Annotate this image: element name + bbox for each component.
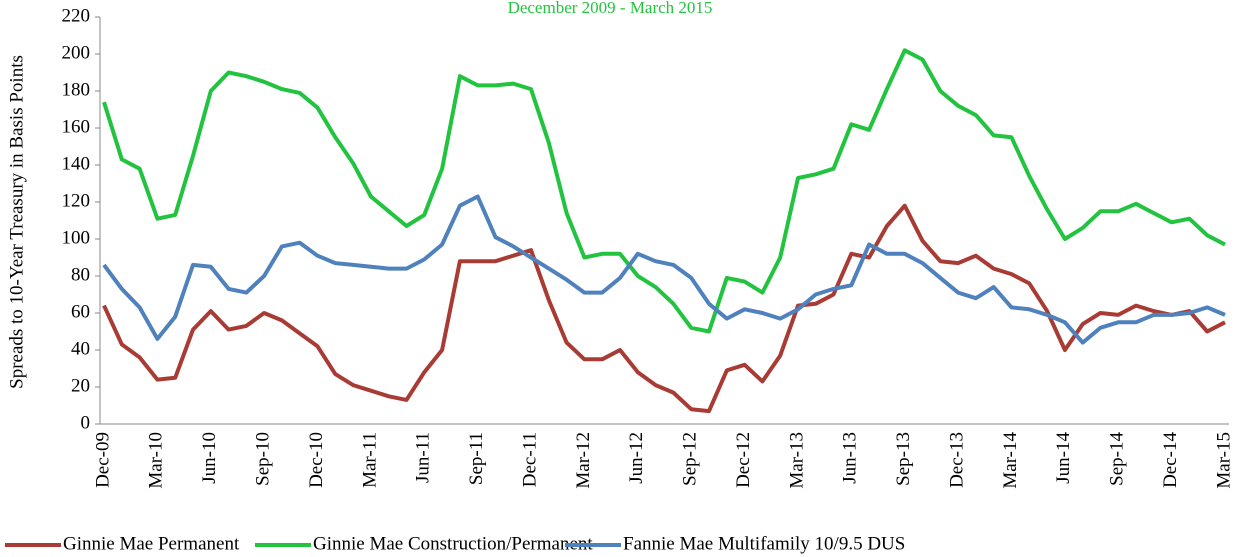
x-tick-label: Jun-11 [413, 432, 434, 483]
chart-title: December 2009 - March 2015 [508, 0, 713, 17]
y-tick-label: 180 [62, 79, 91, 100]
series-line [102, 194, 1226, 345]
legend-label: Ginnie Mae Permanent [63, 533, 240, 554]
y-tick-label: 80 [71, 264, 90, 285]
y-tick-label: 60 [71, 301, 90, 322]
x-tick-label: Sep-13 [893, 432, 914, 486]
y-tick-label: 100 [62, 227, 91, 248]
y-tick-label: 20 [71, 375, 90, 396]
x-tick-label: Dec-10 [306, 432, 327, 488]
legend-label: Fannie Mae Multifamily 10/9.5 DUS [623, 533, 905, 554]
y-tick-label: 160 [62, 116, 91, 137]
x-tick-label: Mar-10 [146, 432, 167, 489]
x-tick-label: Jun-14 [1053, 432, 1074, 484]
x-tick-label: Dec-11 [519, 432, 540, 487]
legend-label: Ginnie Mae Construction/Permanent [313, 533, 593, 554]
x-tick-label: Mar-13 [786, 432, 807, 489]
x-tick-label: Sep-14 [1107, 432, 1128, 486]
x-tick-label: Mar-11 [359, 432, 380, 488]
y-axis-label: Spreads to 10-Year Treasury in Basis Poi… [6, 55, 27, 389]
y-tick-label: 0 [81, 412, 91, 433]
x-tick-label: Mar-15 [1213, 432, 1234, 489]
x-tick-label: Jun-12 [626, 432, 647, 484]
x-tick-label: Dec-14 [1160, 432, 1181, 488]
y-tick-label: 40 [71, 338, 90, 359]
x-tick-label: Dec-09 [92, 432, 113, 488]
x-tick-label: Dec-12 [733, 432, 754, 488]
x-tick-label: Jun-10 [199, 432, 220, 484]
x-tick-label: Mar-14 [1000, 432, 1021, 489]
x-tick-label: Dec-13 [946, 432, 967, 488]
series-line [102, 203, 1226, 414]
x-tick-label: Jun-13 [840, 432, 861, 484]
y-tick-label: 140 [62, 153, 91, 174]
x-tick-label: Sep-11 [466, 432, 487, 485]
y-tick-label: 220 [62, 5, 91, 26]
x-tick-label: Sep-10 [253, 432, 274, 486]
y-tick-label: 200 [62, 42, 91, 63]
series-line [102, 48, 1226, 334]
x-tick-label: Sep-12 [680, 432, 701, 486]
x-tick-label: Mar-12 [573, 432, 594, 489]
y-tick-label: 120 [62, 190, 91, 211]
